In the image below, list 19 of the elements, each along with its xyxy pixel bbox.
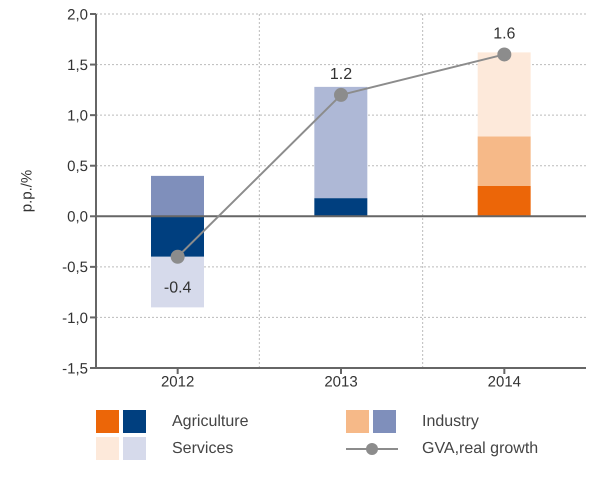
data-label: -0.4 <box>164 280 192 297</box>
y-axis-title: p.p./% <box>18 170 36 212</box>
legend-label: Agriculture <box>172 412 248 430</box>
data-label: 1.6 <box>493 25 516 42</box>
x-tick-label: 2013 <box>324 374 358 391</box>
x-tick-label: 2012 <box>160 374 194 391</box>
y-tick-label: -1,0 <box>62 310 88 327</box>
y-tick-label: 0,5 <box>67 158 88 176</box>
legend-label: Services <box>172 440 234 458</box>
y-tick-label: 1,0 <box>67 107 88 124</box>
y-tick-label: 2,0 <box>67 6 88 24</box>
legend-label: Industry <box>422 412 479 430</box>
x-tick-label: 2014 <box>488 374 522 391</box>
legend-label: GVA,real growth <box>422 440 538 458</box>
y-tick-label: -1,5 <box>62 360 88 378</box>
data-label: 1.2 <box>330 66 352 83</box>
y-tick-label: 0,0 <box>67 208 88 226</box>
y-tick-label: 1,5 <box>67 56 88 74</box>
y-tick-label: -0,5 <box>62 259 88 276</box>
